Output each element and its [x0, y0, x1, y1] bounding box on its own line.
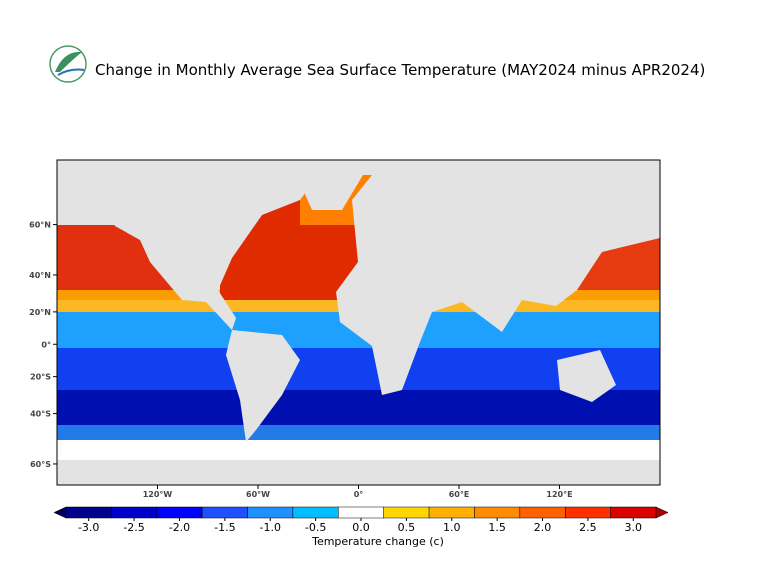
- colorbar-box: [65, 506, 112, 519]
- title: Change in Monthly Average Sea Surface Te…: [95, 61, 705, 79]
- colorbar-box: [610, 506, 657, 519]
- colorbar-tick-label: 3.0: [625, 521, 643, 534]
- colorbar-tick-label: -2.0: [169, 521, 190, 534]
- colorbar-box: [111, 506, 158, 519]
- colorbar-tick-label: 1.5: [488, 521, 506, 534]
- colorbar-box: [519, 506, 566, 519]
- x-tick-label: 120°W: [143, 490, 173, 499]
- colorbar-tick-label: -0.5: [305, 521, 326, 534]
- colorbar-tick-label: 2.0: [534, 521, 552, 534]
- colorbar-label: Temperature change (c): [311, 535, 444, 548]
- colorbar-tick-label: 1.0: [443, 521, 461, 534]
- colorbar-tick-label: 0.5: [398, 521, 416, 534]
- colorbar-box: [292, 506, 339, 519]
- x-tick-label: 60°E: [449, 490, 470, 499]
- y-tick-label: 60°N: [29, 221, 51, 230]
- x-tick-label: 60°W: [246, 490, 270, 499]
- colorbar-tick-label: -2.5: [123, 521, 144, 534]
- y-tick-label: 40°N: [29, 271, 51, 280]
- colorbar-tick-label: -1.0: [259, 521, 280, 534]
- colorbar-box: [247, 506, 294, 519]
- y-tick-label: 0°: [41, 340, 51, 349]
- x-tick-label: 0°: [354, 490, 364, 499]
- y-tick-label: 40°S: [30, 410, 51, 419]
- colorbar-tick-label: -3.0: [78, 521, 99, 534]
- y-tick-label: 20°S: [30, 373, 51, 382]
- y-tick-label: 20°N: [29, 308, 51, 317]
- colorbar-over: [655, 506, 669, 519]
- colorbar-box: [474, 506, 521, 519]
- colorbar-tick-label: 0.0: [352, 521, 370, 534]
- colorbar-box: [564, 506, 611, 519]
- colorbar-tick-label: -1.5: [214, 521, 235, 534]
- colorbar-tick-label: 2.5: [579, 521, 597, 534]
- colorbar-box: [428, 506, 475, 519]
- colorbar-box: [383, 506, 430, 519]
- colorbar-box: [338, 506, 384, 519]
- colorbar-box: [156, 506, 203, 519]
- y-tick-label: 60°S: [30, 460, 51, 469]
- map: [56, 159, 661, 486]
- logo: [49, 45, 87, 83]
- colorbar-under: [53, 506, 67, 519]
- colorbar-box: [201, 506, 248, 519]
- x-tick-label: 120°E: [546, 490, 572, 499]
